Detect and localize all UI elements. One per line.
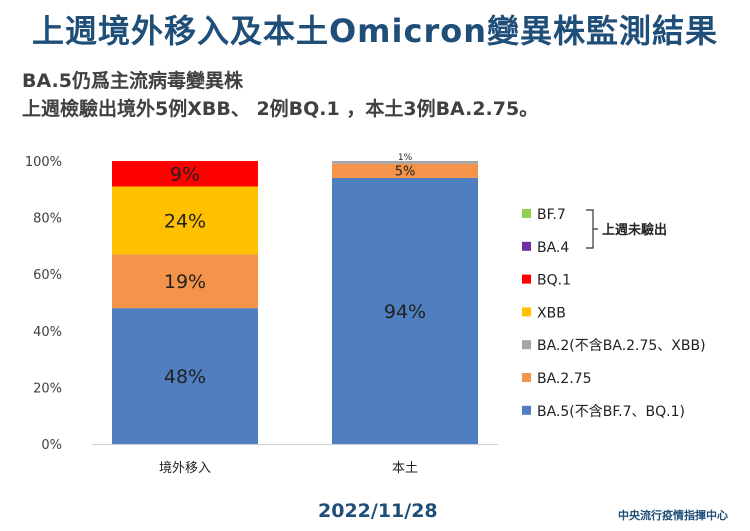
data-label: 9% — [170, 164, 200, 186]
legend-swatch — [522, 340, 531, 350]
bar-segment — [332, 177, 478, 445]
y-tick-label: 80% — [33, 212, 62, 227]
legend-bracket-label: 上週未驗出 — [602, 222, 667, 238]
legend-label: BA.2(不含BA.2.75、XBB) — [537, 338, 706, 354]
legend-bracket — [586, 209, 598, 249]
data-label: 94% — [384, 301, 426, 323]
page-title: 上週境外移入及本土Omicron變異株監測結果 — [31, 12, 719, 50]
y-tick-label: 60% — [33, 268, 62, 283]
data-label: 24% — [164, 210, 206, 232]
x-axis: 境外移入 本土 — [159, 461, 418, 476]
y-tick-label: 100% — [25, 155, 62, 170]
x-tick-label: 本土 — [392, 461, 418, 476]
bars — [112, 161, 478, 445]
subtitle-line-1: BA.5仍爲主流病毒變異株 — [22, 70, 243, 92]
legend-swatch — [522, 373, 531, 382]
report-date: 2022/11/28 — [318, 500, 438, 522]
bar-segment — [112, 186, 258, 255]
y-axis: 0% 20% 40% 60% 80% 100% — [25, 155, 498, 453]
legend-label: BA.5(不含BF.7、BQ.1) — [537, 404, 685, 420]
legend-swatch — [522, 405, 531, 415]
bar-segment — [112, 254, 258, 309]
y-tick-label: 40% — [33, 325, 62, 340]
agency-name: 中央流行疫情指揮中心 — [618, 509, 728, 522]
legend-swatch — [522, 274, 531, 284]
data-labels: 48% 19% 24% 9% 94% 5% 1% — [164, 153, 426, 388]
bar-segment — [112, 161, 258, 187]
bar-segment — [332, 161, 478, 164]
legend-label: BA.4 — [537, 240, 569, 256]
y-tick-label: 20% — [33, 381, 62, 396]
data-label: 5% — [395, 165, 416, 180]
x-tick-label: 境外移入 — [159, 461, 211, 476]
data-label: 19% — [164, 271, 206, 293]
data-label: 48% — [164, 366, 206, 388]
legend-label: BA.2.75 — [537, 371, 592, 387]
bar-segment — [112, 308, 258, 444]
legend-label: XBB — [537, 305, 566, 321]
bar-segment — [332, 163, 478, 178]
data-label: 1% — [398, 153, 413, 163]
y-tick-label: 0% — [41, 438, 62, 453]
legend-label: BQ.1 — [537, 273, 571, 289]
legend-swatch — [522, 307, 531, 317]
subtitle-line-2: 上週檢驗出境外5例XBB、 2例BQ.1 ，本土3例BA.2.75。 — [22, 98, 539, 120]
legend-swatch — [522, 209, 531, 218]
legend-swatch — [522, 241, 531, 251]
legend: BF.7 BA.4 BQ.1 XBB BA.2(不含BA.2.75、XBB) BA.2.7… — [522, 207, 706, 420]
legend-label: BF.7 — [537, 207, 566, 223]
